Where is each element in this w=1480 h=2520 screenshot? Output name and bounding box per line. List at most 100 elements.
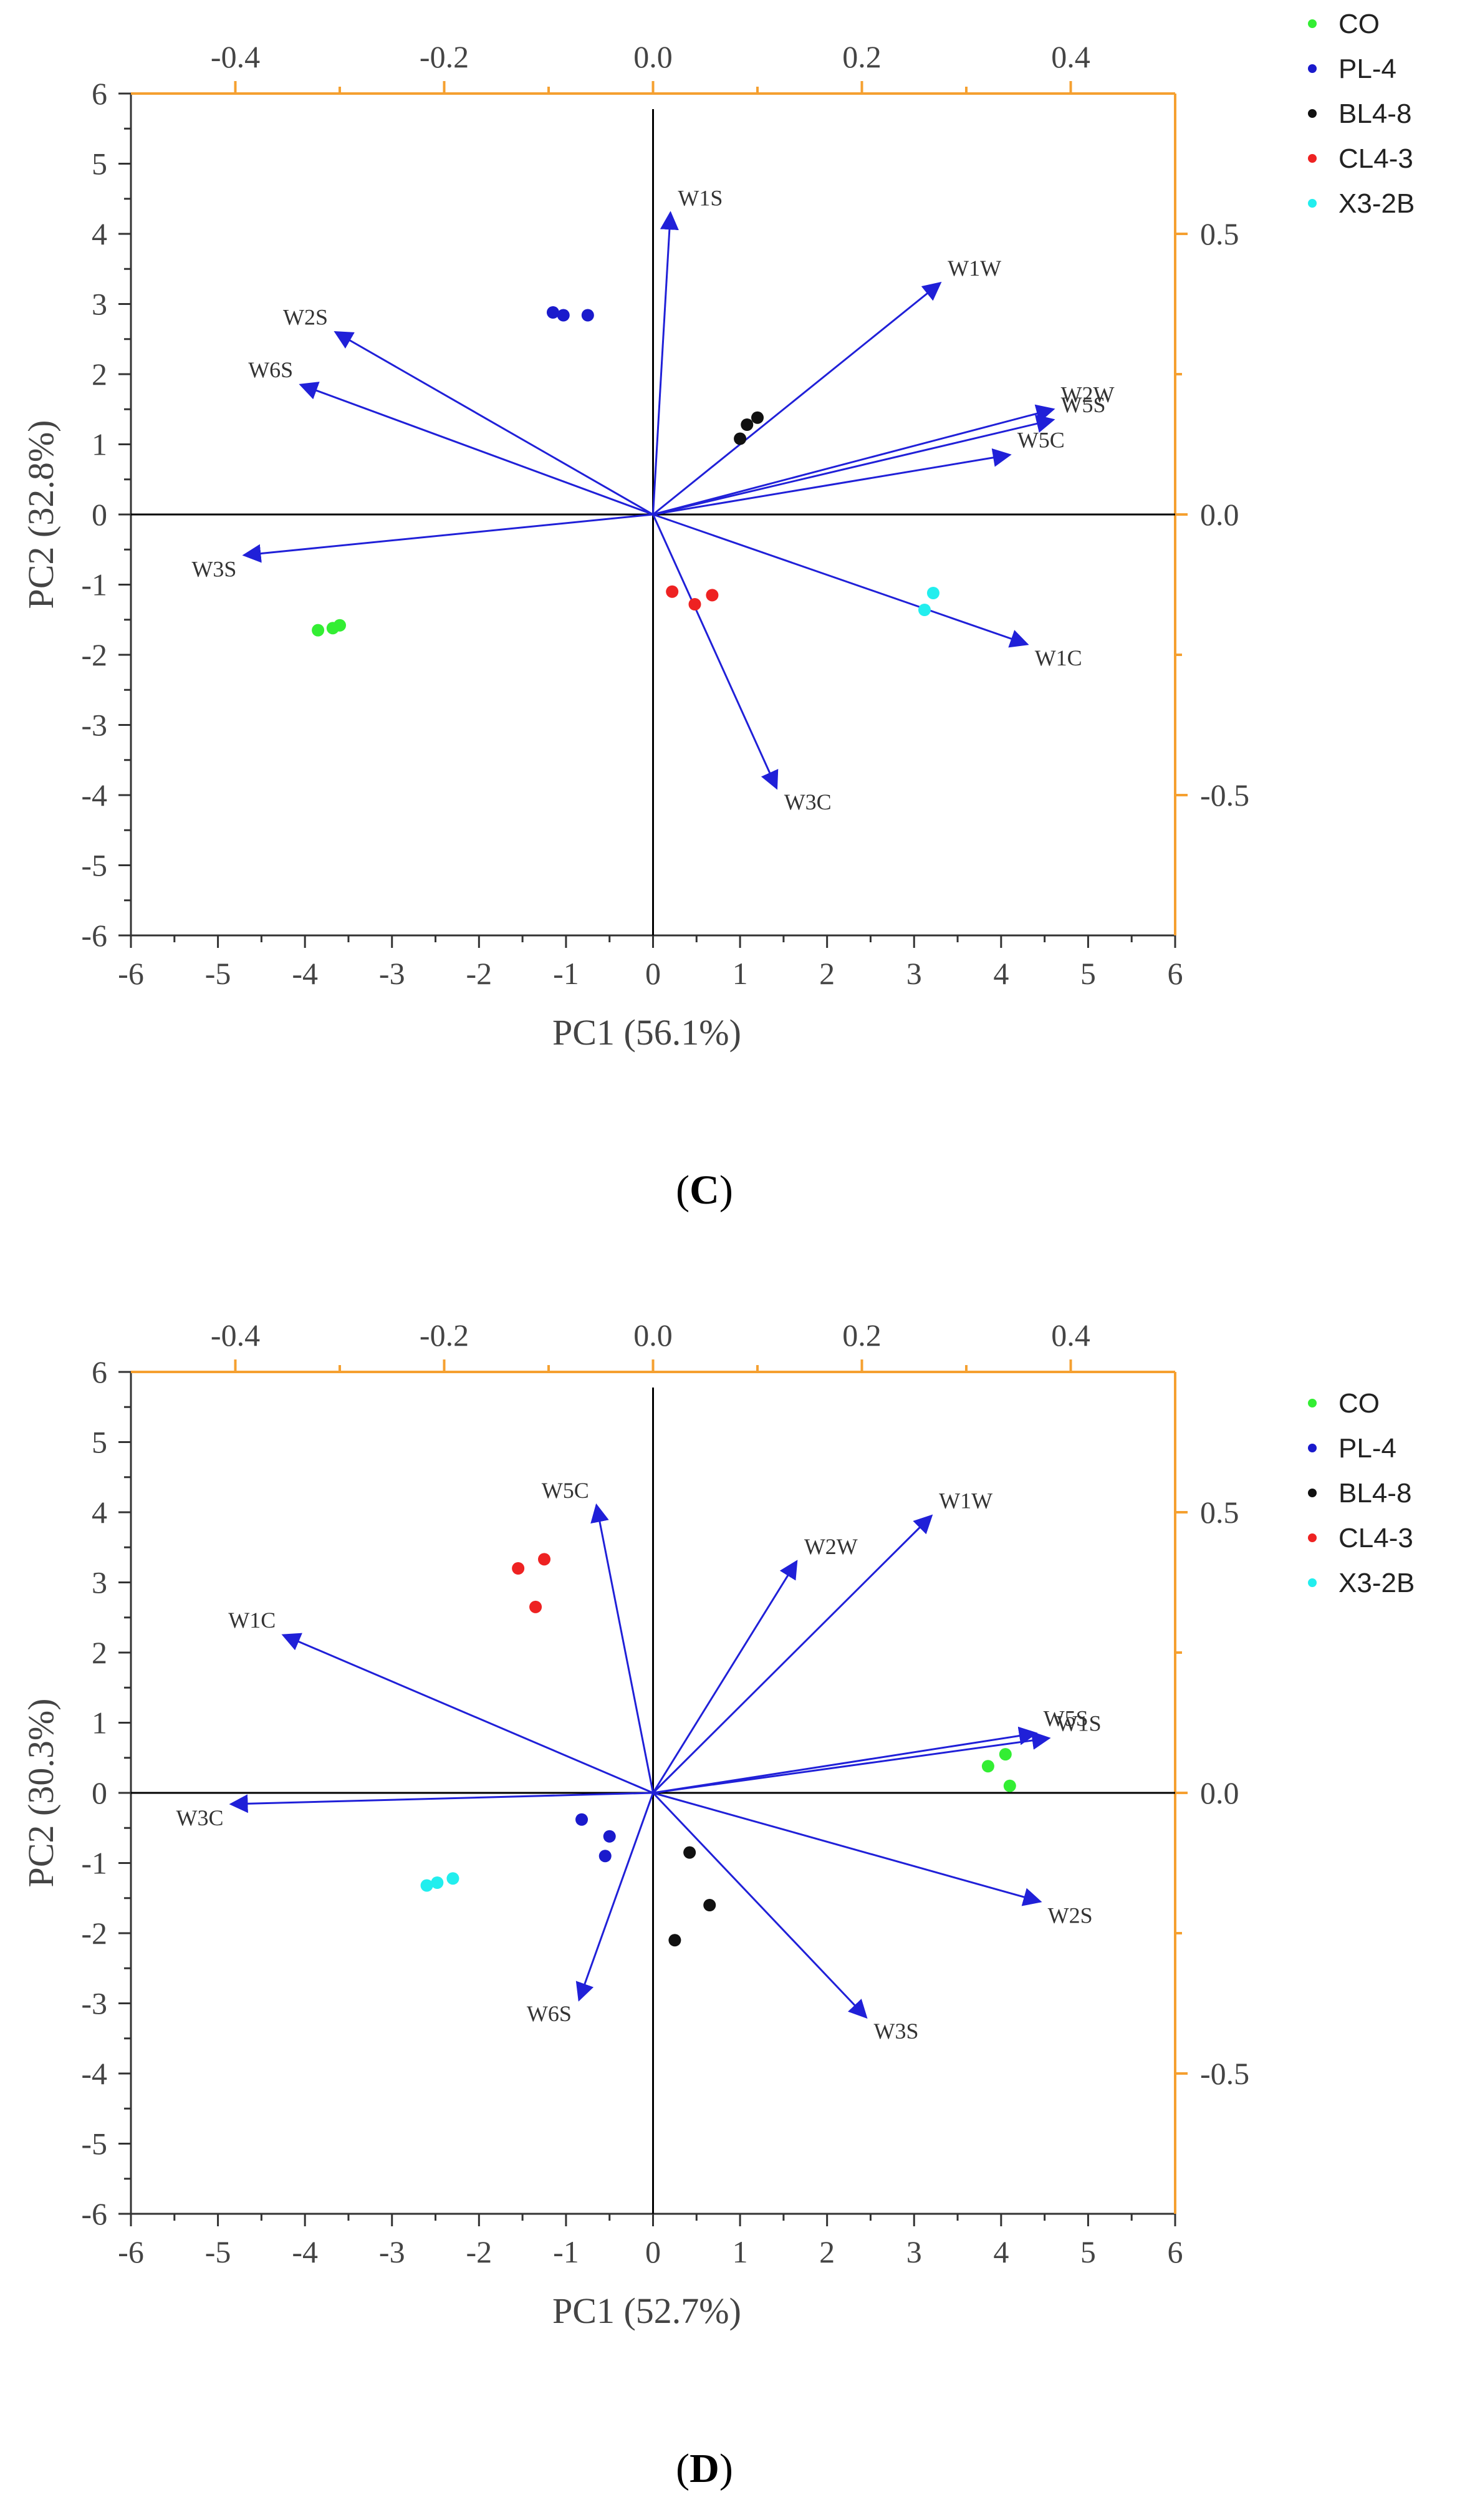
loading-label-w2w: W2W: [1061, 382, 1115, 407]
loading-vector-w5s: [653, 414, 1055, 516]
legend-label-pl-4: PL-4: [1338, 54, 1396, 84]
legend: CO PL-4 BL4-8 CL4-3 X3-2B: [1308, 1388, 1415, 1598]
point-x3-2b: [926, 587, 939, 599]
x-tick-label: -4: [292, 956, 318, 991]
loading-vector-w6s: [575, 1792, 654, 2002]
point-pl-4: [546, 306, 559, 319]
point-pl-4: [557, 309, 570, 322]
x-tick-label: -1: [553, 956, 579, 991]
point-co: [1003, 1779, 1016, 1792]
panel-label: (C): [676, 1167, 733, 1213]
legend-label-cl4-3: CL4-3: [1338, 143, 1413, 174]
secondary-y-tick-label: 0.5: [1200, 216, 1239, 251]
legend-label-x3-2b: X3-2B: [1338, 1568, 1415, 1598]
point-pl-4: [598, 1850, 612, 1863]
secondary-x-tick-label: 0.0: [633, 39, 673, 74]
legend-label-co: CO: [1338, 1388, 1380, 1419]
point-cl4-3: [688, 598, 701, 611]
loading-vector-w3c: [652, 514, 779, 790]
y-tick-label: -2: [81, 637, 107, 672]
loading-label-w5c: W5C: [542, 1478, 589, 1503]
loading-vector-w3c: [229, 1792, 653, 1813]
secondary-x-tick-label: -0.4: [211, 1318, 260, 1353]
y-tick-label: 2: [92, 357, 107, 392]
x-tick-label: 4: [993, 956, 1009, 991]
y-tick-label: 6: [92, 76, 107, 111]
y-tick-label: -4: [81, 778, 107, 813]
loading-vector-w1w: [652, 281, 942, 516]
x-tick-label: -6: [118, 956, 144, 991]
secondary-y-tick-label: -0.5: [1200, 2056, 1249, 2091]
x-tick-label: 0: [645, 2234, 661, 2269]
point-bl4-8: [703, 1899, 716, 1911]
secondary-x-tick-label: 0.4: [1051, 39, 1090, 74]
legend-label-bl4-8: BL4-8: [1338, 99, 1411, 129]
legend-marker-bl4-8: [1308, 1489, 1317, 1497]
x-tick-label: -3: [379, 2234, 405, 2269]
y-tick-label: 2: [92, 1635, 107, 1670]
secondary-x-tick-label: -0.2: [420, 39, 469, 74]
loading-label-w1s: W1S: [1057, 1711, 1102, 1736]
secondary-x-tick-label: -0.2: [420, 1318, 469, 1353]
legend-label-bl4-8: BL4-8: [1338, 1478, 1411, 1509]
loading-label-w3c: W3C: [784, 789, 832, 814]
point-bl4-8: [751, 411, 764, 424]
point-pl-4: [581, 309, 594, 322]
y-tick-label: 3: [92, 287, 107, 322]
panel-label: (D): [676, 2446, 733, 2491]
legend-label-pl-4: PL-4: [1338, 1433, 1396, 1464]
y-tick-label: 6: [92, 1354, 107, 1389]
x-axis-title: PC1 (52.7%): [552, 2291, 741, 2331]
x-tick-label: 2: [819, 2234, 835, 2269]
legend-marker-co: [1308, 1399, 1317, 1407]
point-x3-2b: [446, 1872, 459, 1885]
x-tick-label: -2: [466, 956, 493, 991]
point-x3-2b: [431, 1876, 444, 1889]
panels-layer: -6 -5 -4 -3 -2 -1 0 1 2 3 4 5 6 6 5 4 3 2 1 0 -1 -2 -3 -4 -5 -6 -0…: [21, 9, 1415, 2491]
y-tick-label: -5: [81, 848, 107, 883]
loading-label-w5s: W5S: [1044, 1706, 1088, 1731]
loading-vector-w1s: [653, 1731, 1051, 1794]
point-x3-2b: [918, 604, 931, 616]
y-tick-label: 4: [92, 1495, 107, 1530]
y-tick-label: -1: [81, 1846, 107, 1881]
point-bl4-8: [683, 1846, 696, 1859]
loading-vector-w5c: [653, 448, 1012, 516]
y-tick-label: 0: [92, 497, 107, 532]
y-tick-label: -5: [81, 2127, 107, 2161]
secondary-x-tick-label: 0.2: [842, 39, 882, 74]
point-cl4-3: [512, 1562, 525, 1575]
y-tick-label: -6: [81, 2196, 107, 2231]
y-tick-label: -4: [81, 2056, 107, 2091]
y-tick-label: 5: [92, 147, 107, 181]
x-tick-label: -2: [466, 2234, 493, 2269]
point-co: [312, 624, 325, 637]
legend-marker-x3-2b: [1308, 199, 1317, 208]
y-tick-label: -3: [81, 708, 107, 743]
loading-label-w1w: W1W: [948, 256, 1001, 281]
x-tick-label: 6: [1168, 956, 1183, 991]
x-tick-label: 6: [1168, 2234, 1183, 2269]
legend-marker-pl-4: [1308, 1444, 1317, 1452]
x-tick-label: -3: [379, 956, 405, 991]
legend-marker-cl4-3: [1308, 1533, 1317, 1542]
loading-label-w2s: W2S: [283, 305, 328, 330]
x-tick-label: 4: [993, 2234, 1009, 2269]
secondary-y-tick-label: 0.5: [1200, 1495, 1239, 1530]
loading-vector-w1c: [281, 1633, 654, 1794]
secondary-x-tick-label: -0.4: [211, 39, 260, 74]
y-tick-label: -2: [81, 1916, 107, 1951]
chart-panel-c: -6 -5 -4 -3 -2 -1 0 1 2 3 4 5 6 6 5 4 3 2 1 0 -1 -2 -3 -4 -5 -6 -0…: [21, 9, 1415, 1213]
x-tick-label: 1: [733, 956, 748, 991]
loading-vector-w3s: [242, 513, 653, 563]
x-tick-label: 0: [645, 956, 661, 991]
loading-label-w2w: W2W: [804, 1534, 858, 1559]
legend-label-cl4-3: CL4-3: [1338, 1523, 1413, 1553]
y-tick-label: 5: [92, 1425, 107, 1460]
loading-label-w1c: W1C: [228, 1608, 276, 1633]
point-co: [999, 1748, 1012, 1761]
point-co: [981, 1760, 994, 1773]
loading-label-w6s: W6S: [248, 357, 293, 382]
y-axis-title: PC2 (32.8%): [21, 420, 61, 609]
loading-vector-w2s: [653, 1792, 1042, 1906]
